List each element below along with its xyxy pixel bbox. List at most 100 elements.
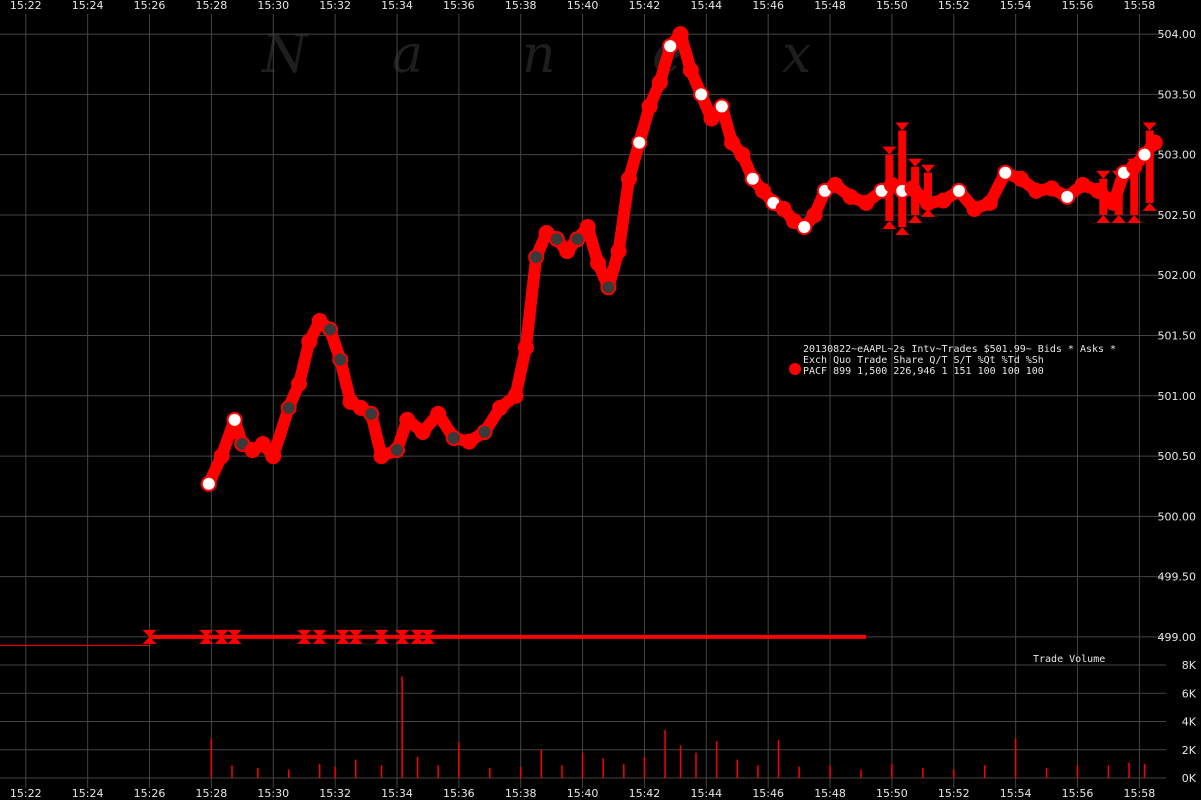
x-tick-label: 15:32 [319, 787, 351, 800]
x-tick-label: 15:58 [1124, 787, 1156, 800]
trade-point [373, 448, 390, 465]
trade-point [651, 74, 668, 91]
trade-point [548, 231, 565, 248]
price-tick-label: 500.00 [1158, 510, 1197, 523]
price-tick-label: 499.00 [1158, 631, 1197, 644]
trade-point [476, 423, 493, 440]
x-tick-label: 15:48 [814, 0, 846, 12]
ask-marker [1096, 170, 1111, 179]
trade-point [662, 38, 679, 55]
x-tick-label: 15:56 [1062, 0, 1094, 12]
x-tick-label: 15:56 [1062, 787, 1094, 800]
x-tick-label: 15:54 [1000, 787, 1032, 800]
trade-point [997, 164, 1014, 181]
x-tick-label: 15:52 [938, 787, 970, 800]
trade-point [445, 429, 462, 446]
volume-tick-label: 0K [1182, 772, 1197, 785]
trade-point [775, 200, 792, 217]
trade-point [693, 86, 710, 103]
quote-lines [0, 634, 867, 646]
x-tick-label: 15:40 [567, 0, 599, 12]
quote-marker [199, 629, 214, 644]
x-tick-label: 15:48 [814, 787, 846, 800]
x-tick-label: 15:30 [257, 0, 289, 12]
trade-point [528, 249, 545, 266]
trade-point [254, 436, 271, 453]
volume-tick-label: 6K [1182, 687, 1197, 700]
trade-point [1090, 182, 1107, 199]
price-tick-label: 504.00 [1158, 28, 1197, 41]
x-tick-label: 15:34 [381, 787, 413, 800]
trade-point [461, 433, 478, 450]
trade-point [1105, 194, 1122, 211]
info-line-values: PACF 899 1,500 226,946 1 151 100 100 100 [803, 366, 1044, 377]
trade-point [1146, 134, 1163, 151]
trade-point [620, 170, 637, 187]
x-tick-label: 15:42 [629, 0, 661, 12]
trade-point [321, 321, 338, 338]
ask-marker [921, 164, 935, 173]
x-tick-label: 15:38 [505, 787, 537, 800]
trade-point [641, 98, 658, 115]
bid-marker [1096, 214, 1111, 223]
trade-point [559, 243, 576, 260]
trade-point [291, 375, 308, 392]
trade-point [517, 339, 534, 356]
volume-tick-label: 4K [1182, 716, 1197, 729]
trade-point [569, 231, 586, 248]
volume-tick-label: 2K [1182, 744, 1197, 757]
trade-point [280, 399, 297, 416]
trade-point [507, 387, 524, 404]
quote-marker [227, 629, 242, 644]
price-tick-label: 501.50 [1158, 330, 1197, 343]
info-line-header: Exch Quo Trade Share Q/T S/T %Qt %Td %Sh [803, 355, 1044, 366]
x-tick-labels-top: 15:22 15:24 15:26 15:28 15:30 15:32 15:34 15:36… [10, 0, 1155, 12]
price-tick-label: 503.00 [1158, 149, 1197, 162]
quote-marker [142, 629, 157, 644]
trade-point [388, 442, 405, 459]
x-tick-label: 15:58 [1124, 0, 1156, 12]
trade-point [806, 206, 823, 223]
trade-point [744, 170, 761, 187]
trade-point [311, 313, 328, 330]
x-tick-label: 15:28 [196, 0, 228, 12]
trade-point [430, 405, 447, 422]
x-tick-label: 15:42 [629, 787, 661, 800]
x-tick-label: 15:24 [72, 0, 104, 12]
quote-marker [420, 629, 435, 644]
trade-point [1028, 182, 1045, 199]
trade-point [610, 243, 627, 260]
quote-marker [410, 629, 425, 644]
trade-point [631, 134, 648, 151]
x-tick-label: 15:52 [938, 0, 970, 12]
x-tick-label: 15:26 [134, 0, 166, 12]
volume-tick-labels: 8K 6K 4K 2K 0K [1182, 659, 1197, 785]
trade-point [579, 219, 596, 236]
trade-point [950, 182, 967, 199]
bid-marker [921, 208, 935, 217]
trade-point [363, 405, 380, 422]
x-tick-label: 15:32 [319, 0, 351, 12]
trade-point [1136, 146, 1153, 163]
x-tick-label: 15:40 [567, 787, 599, 800]
price-tick-label: 502.00 [1158, 269, 1197, 282]
quote-marker [374, 629, 389, 644]
trade-point [600, 279, 617, 296]
trade-point [682, 62, 699, 79]
price-tick-labels: 504.00 503.50 503.00 502.50 502.00 501.50 501.… [1158, 28, 1197, 644]
trade-point [796, 219, 813, 236]
trade-point [734, 146, 751, 163]
x-tick-label: 15:50 [876, 787, 908, 800]
price-tick-label: 502.50 [1158, 209, 1197, 222]
trade-point [590, 255, 607, 272]
quote-marker [348, 629, 363, 644]
trade-point [492, 399, 509, 416]
trade-point [1012, 170, 1029, 187]
trade-point [1074, 176, 1091, 193]
trade-point [981, 194, 998, 211]
trade-point [827, 176, 844, 193]
trade-point [703, 110, 720, 127]
price-tick-label: 503.50 [1158, 88, 1197, 101]
